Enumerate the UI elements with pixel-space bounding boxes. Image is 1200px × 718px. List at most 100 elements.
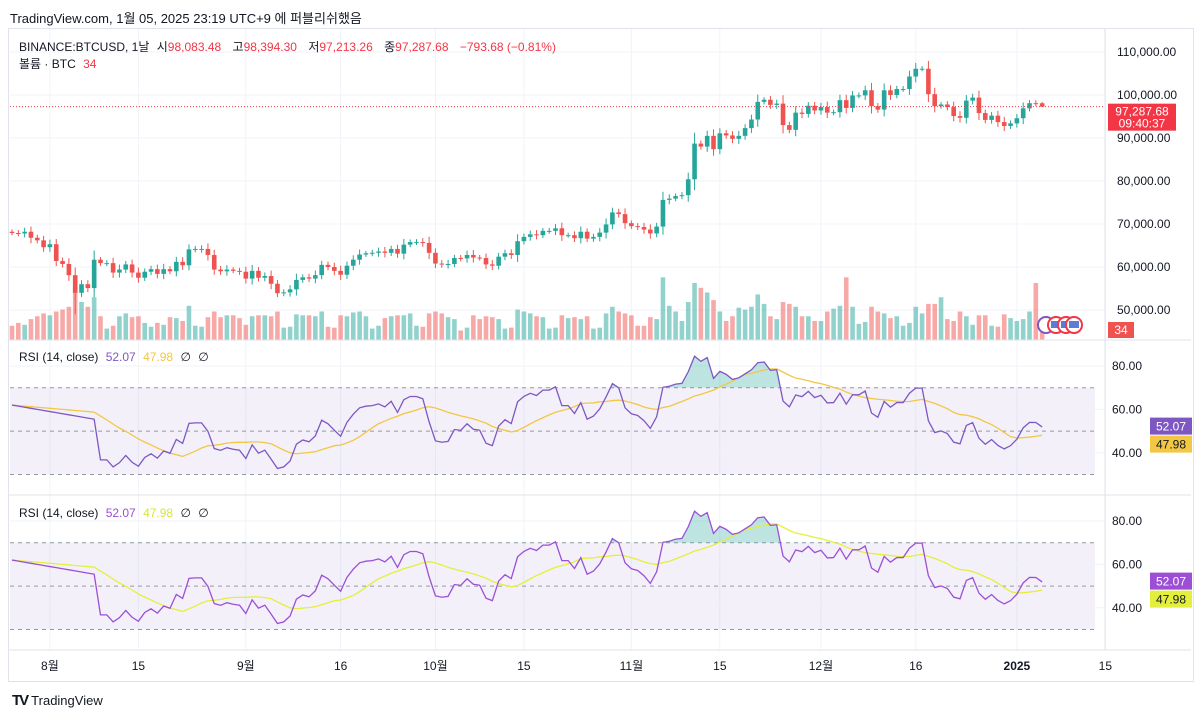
- volume-bar: [16, 322, 21, 340]
- volume-bar: [490, 317, 495, 340]
- volume-tag: [1108, 322, 1134, 338]
- price-tick-label: 80,000.00: [1117, 174, 1171, 188]
- volume-bar: [907, 322, 912, 340]
- volume-bar: [407, 313, 413, 340]
- volume-bar: [496, 319, 501, 340]
- candle-down: [426, 242, 432, 253]
- candle-down: [471, 254, 476, 258]
- candle-down: [768, 99, 773, 105]
- rsi-tag-value: 52.07: [1156, 575, 1186, 589]
- candle-up: [610, 212, 615, 225]
- candle-up: [199, 248, 204, 250]
- volume-bars: [9, 277, 1045, 340]
- volume-bar: [869, 306, 874, 340]
- price-tick-label: 110,000.00: [1117, 45, 1176, 59]
- candle-up: [546, 230, 552, 232]
- volume-bar: [534, 316, 539, 340]
- volume-bar: [913, 306, 919, 340]
- candle-down: [439, 263, 445, 265]
- volume-bar: [799, 316, 805, 340]
- open-label: 시: [156, 40, 168, 54]
- volume-bar: [211, 311, 217, 340]
- volume-bar: [610, 306, 615, 340]
- candle-up: [123, 264, 129, 270]
- candle-down: [98, 259, 103, 264]
- candle-down: [110, 263, 116, 273]
- tradingview-logo[interactable]: TV TradingView: [12, 692, 103, 709]
- volume-bar: [224, 315, 230, 340]
- candle-up: [287, 289, 293, 293]
- time-tick-label: 15: [517, 659, 531, 673]
- candle-down: [136, 272, 141, 278]
- time-tick-label: 15: [132, 659, 146, 673]
- volume-bar: [957, 311, 963, 340]
- candle-up: [774, 103, 780, 105]
- candle-down: [167, 269, 173, 272]
- candle-down: [16, 233, 21, 235]
- rsi-title[interactable]: RSI (14, close): [19, 506, 99, 520]
- candle-down: [799, 112, 805, 114]
- volume-bar: [951, 321, 956, 340]
- volume-bar: [445, 317, 451, 340]
- candle-down: [629, 223, 634, 227]
- time-tick-label: 15: [1099, 659, 1113, 673]
- candle-up: [761, 99, 767, 102]
- candle-down: [211, 254, 217, 270]
- volume-bar: [527, 313, 533, 340]
- volume-bar: [9, 325, 15, 340]
- volume-bar: [673, 311, 678, 340]
- current-price-value: 97,287.68: [1115, 105, 1169, 119]
- time-tick-label: 16: [909, 659, 923, 673]
- price-tick-label: 100,000.00: [1117, 88, 1177, 102]
- candle-up: [445, 263, 451, 265]
- candle-up: [186, 249, 192, 266]
- countdown-timer: 09:40:37: [1119, 117, 1166, 131]
- candle-down: [869, 90, 874, 107]
- rsi-legend-2: RSI (14, close) 52.07 47.98 ∅ ∅: [19, 506, 213, 520]
- volume-bar: [749, 306, 754, 340]
- candle-down: [490, 264, 495, 266]
- rsi-tick-label: 60.00: [1112, 557, 1142, 571]
- volume-label[interactable]: 볼륨 · BTC: [19, 57, 76, 71]
- volume-bar: [85, 306, 91, 340]
- volume-bar: [357, 311, 362, 340]
- candle-down: [230, 269, 236, 271]
- price-tick-label: 50,000.00: [1117, 303, 1171, 317]
- candle-down: [53, 244, 59, 261]
- rsi-tag-value: 52.07: [1156, 420, 1186, 434]
- candle-up: [685, 179, 691, 196]
- candle-up: [736, 135, 742, 139]
- candle-up: [717, 133, 723, 150]
- candle-up: [1020, 108, 1026, 119]
- rsi-title[interactable]: RSI (14, close): [19, 350, 99, 364]
- volume-bar: [350, 312, 356, 340]
- candle-up: [856, 95, 862, 97]
- volume-bar: [862, 321, 868, 340]
- candle-down: [888, 90, 893, 95]
- low-label: 저: [308, 40, 320, 54]
- volume-bar: [174, 318, 179, 340]
- rsi-line: [11, 510, 1043, 625]
- candle-down: [9, 231, 15, 234]
- time-tick-label: 10월: [423, 659, 447, 673]
- volume-bar: [875, 311, 881, 340]
- candle-down: [338, 270, 343, 275]
- volume-bar: [660, 277, 666, 340]
- candle-down: [129, 264, 135, 273]
- symbol-label[interactable]: BINANCE:BTCUSD, 1날: [19, 40, 150, 54]
- volume-bar: [433, 311, 438, 340]
- volume-bar: [736, 307, 742, 340]
- volume-bar: [540, 317, 546, 340]
- volume-bar: [471, 315, 476, 340]
- candle-down: [306, 277, 312, 279]
- rsi-ma-tag-value: 47.98: [1156, 438, 1186, 452]
- candle-down: [957, 116, 963, 118]
- volume-bar: [793, 306, 798, 340]
- volume-bar: [616, 311, 622, 340]
- candle-up: [850, 95, 855, 108]
- candle-up: [401, 244, 407, 254]
- rsi-tick-label: 40.00: [1112, 446, 1142, 460]
- volume-bar: [837, 305, 843, 340]
- candle-up: [806, 105, 811, 114]
